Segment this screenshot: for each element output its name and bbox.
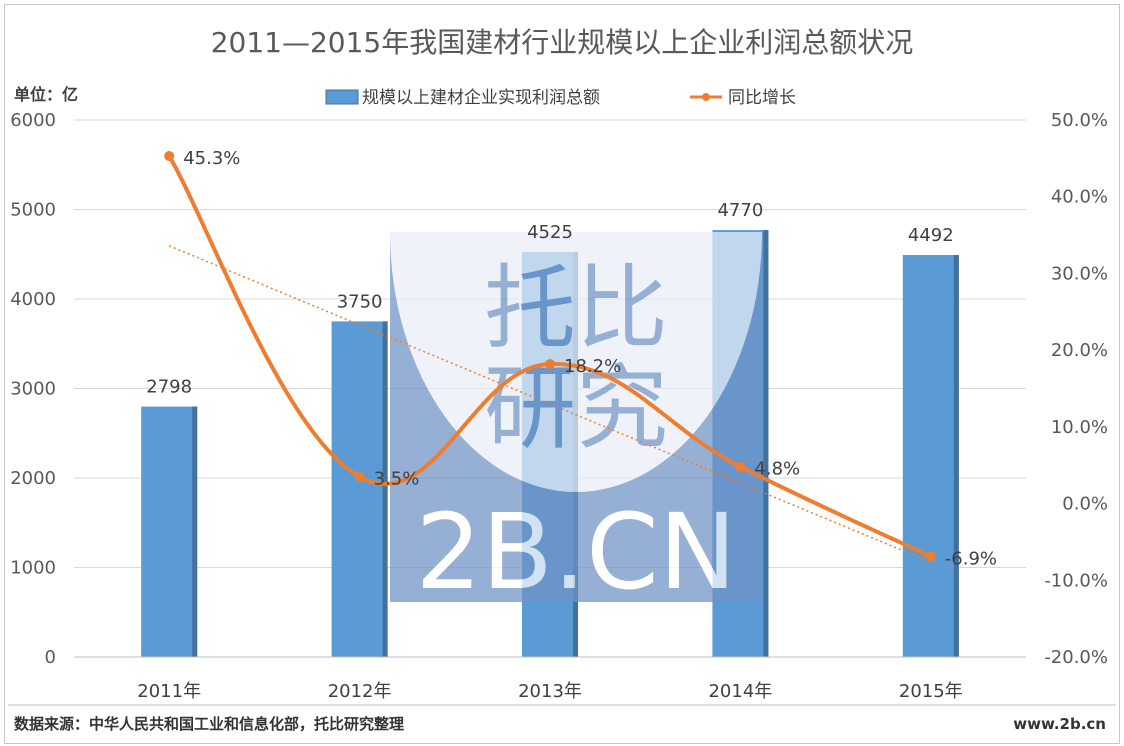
watermark-logo: 托比 研究 2B.CN	[390, 232, 762, 613]
watermark-line3: 2B.CN	[416, 491, 737, 613]
x-tick-label: 2015年	[899, 681, 963, 702]
bar	[141, 406, 198, 657]
bar-shade	[763, 230, 769, 657]
bar-shade	[953, 254, 959, 657]
right-tick-label: -10.0%	[1044, 570, 1108, 591]
bar-shade	[192, 406, 198, 657]
left-tick-label: 4000	[10, 289, 56, 310]
footer-site: www.2b.cn	[1013, 715, 1106, 733]
growth-point	[735, 461, 746, 472]
left-tick-label: 1000	[10, 558, 56, 579]
growth-line	[164, 151, 936, 562]
legend-line-marker	[702, 93, 710, 101]
bar-value-label: 3750	[337, 291, 383, 312]
left-tick-label: 0	[45, 647, 56, 668]
right-tick-label: 20.0%	[1051, 340, 1108, 361]
growth-value-label: 4.8%	[754, 459, 800, 480]
growth-point	[925, 551, 936, 562]
watermark-line1: 托比	[484, 255, 668, 362]
growth-value-label: 18.2%	[564, 356, 621, 377]
growth-point	[164, 151, 175, 162]
bar-value-label: 4492	[908, 225, 954, 246]
growth-line-path	[167, 155, 932, 559]
growth-value-label: -6.9%	[945, 549, 997, 570]
left-tick-label: 3000	[10, 379, 56, 400]
bar-value-label: 4770	[717, 200, 763, 221]
growth-point	[545, 358, 555, 369]
legend-bar-swatch	[325, 89, 359, 105]
x-axis: 2011年 2012年 2013年 2014年 2015年	[74, 656, 1026, 702]
legend: 规模以上建材企业实现利润总额 同比增长	[325, 88, 796, 108]
legend-line-label: 同比增长	[728, 88, 796, 108]
growth-value-label: 3.5%	[374, 469, 420, 490]
right-tick-label: 10.0%	[1051, 417, 1108, 438]
x-tick-label: 2014年	[708, 681, 772, 702]
legend-bar-label: 规模以上建材企业实现利润总额	[362, 88, 600, 108]
x-tick-label: 2011年	[137, 681, 201, 702]
chart-title: 2011—2015年我国建材行业规模以上企业利润总额状况	[211, 26, 914, 59]
right-tick-label: 30.0%	[1051, 263, 1108, 284]
right-tick-label: -20.0%	[1044, 647, 1108, 668]
left-axis: 0 1000 2000 3000 4000 5000 6000	[10, 110, 56, 668]
watermark-arc	[390, 232, 762, 492]
bar-value-label: 4525	[527, 222, 573, 243]
right-tick-label: 40.0%	[1051, 187, 1108, 208]
data-labels: 2798 3750 4525 4770 4492 45.3% 3.5% 18.2% 4.8% -6…	[146, 148, 997, 569]
left-tick-label: 5000	[10, 200, 56, 221]
bar	[902, 254, 959, 657]
footer-source: 数据来源：中华人民共和国工业和信息化部，托比研究整理	[14, 715, 404, 733]
x-tick-label: 2013年	[518, 681, 582, 702]
bar-shade	[382, 321, 388, 657]
right-axis: -20.0% -10.0% 0.0% 10.0% 20.0% 30.0% 40.0% 50.0…	[1044, 110, 1108, 668]
growth-point	[354, 471, 365, 482]
right-tick-label: 50.0%	[1051, 110, 1108, 131]
left-tick-label: 6000	[10, 110, 56, 131]
watermark-line2: 研究	[484, 355, 668, 462]
unit-label: 单位：亿	[14, 85, 78, 104]
bar-value-label: 2798	[146, 377, 192, 398]
left-tick-label: 2000	[10, 468, 56, 489]
growth-value-label: 45.3%	[183, 148, 240, 169]
right-tick-label: 0.0%	[1062, 494, 1108, 515]
bar	[331, 321, 388, 657]
x-tick-label: 2012年	[328, 681, 392, 702]
